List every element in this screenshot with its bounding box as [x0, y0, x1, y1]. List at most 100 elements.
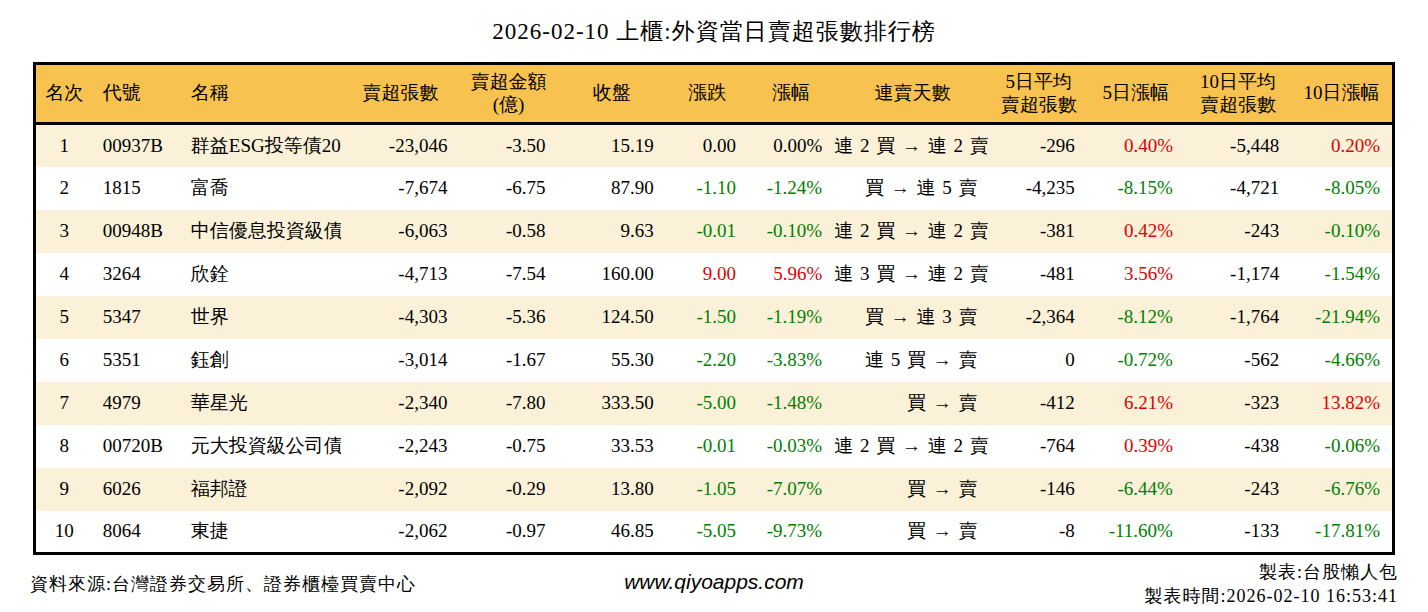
cell-change: 9.00 — [666, 253, 748, 296]
column-header-name: 名稱 — [181, 64, 341, 124]
cell-rank: 4 — [35, 253, 93, 296]
generated-timestamp: 製表時間:2026-02-10 16:53:41 — [1145, 584, 1399, 608]
cell-sell_amount: -0.58 — [459, 210, 557, 253]
cell-pct5: 0.39% — [1087, 425, 1185, 468]
cell-avg5: -412 — [991, 382, 1087, 425]
cell-code: 6026 — [93, 468, 181, 511]
maker-label: 製表:台股懶人包 — [1145, 560, 1399, 584]
cell-avg5: -381 — [991, 210, 1087, 253]
cell-sell_amount: -5.36 — [459, 296, 557, 339]
cell-pct10: 13.82% — [1291, 382, 1393, 425]
cell-sell_amount: -0.97 — [459, 511, 557, 554]
cell-close: 333.50 — [558, 382, 666, 425]
ranking-table: 名次代號名稱賣超張數賣超金額 (億)收盤漲跌漲幅連賣天數5日平均 賣超張數5日漲… — [33, 62, 1395, 555]
cell-sell_amount: -7.80 — [459, 382, 557, 425]
cell-change_pct: -0.10% — [748, 210, 834, 253]
column-header-close: 收盤 — [558, 64, 666, 124]
cell-change: -2.20 — [666, 339, 748, 382]
cell-change_pct: -1.24% — [748, 167, 834, 210]
cell-streak: 買 → 賣 — [834, 382, 990, 425]
cell-streak: 買 → 賣 — [834, 468, 990, 511]
cell-pct5: 3.56% — [1087, 253, 1185, 296]
cell-pct5: 6.21% — [1087, 382, 1185, 425]
cell-streak: 買 → 連 3 賣 — [834, 296, 990, 339]
cell-avg5: 0 — [991, 339, 1087, 382]
cell-avg5: -4,235 — [991, 167, 1087, 210]
table-row: 300948B中信優息投資級債-6,063-0.589.63-0.01-0.10… — [35, 210, 1394, 253]
cell-change: -1.05 — [666, 468, 748, 511]
cell-sell_amount: -0.75 — [459, 425, 557, 468]
cell-close: 87.90 — [558, 167, 666, 210]
cell-close: 15.19 — [558, 124, 666, 167]
cell-change_pct: -9.73% — [748, 511, 834, 554]
cell-pct5: 0.40% — [1087, 124, 1185, 167]
cell-sell_amount: -0.29 — [459, 468, 557, 511]
cell-sell_volume: -3,014 — [341, 339, 459, 382]
cell-code: 1815 — [93, 167, 181, 210]
table-row: 96026福邦證-2,092-0.2913.80-1.05-7.07%買 → 賣… — [35, 468, 1394, 511]
cell-change_pct: -7.07% — [748, 468, 834, 511]
cell-avg10: -562 — [1185, 339, 1291, 382]
cell-avg10: -4,721 — [1185, 167, 1291, 210]
cell-rank: 2 — [35, 167, 93, 210]
cell-rank: 3 — [35, 210, 93, 253]
cell-change: -0.01 — [666, 210, 748, 253]
column-header-pct10: 10日漲幅 — [1291, 64, 1393, 124]
column-header-rank: 名次 — [35, 64, 93, 124]
cell-rank: 8 — [35, 425, 93, 468]
column-header-change_pct: 漲幅 — [748, 64, 834, 124]
table-row: 800720B元大投資級公司債-2,243-0.7533.53-0.01-0.0… — [35, 425, 1394, 468]
table-row: 55347世界-4,303-5.36124.50-1.50-1.19%買 → 連… — [35, 296, 1394, 339]
cell-sell_volume: -2,340 — [341, 382, 459, 425]
cell-avg10: -5,448 — [1185, 124, 1291, 167]
column-header-streak: 連賣天數 — [834, 64, 990, 124]
cell-sell_volume: -6,063 — [341, 210, 459, 253]
cell-name: 元大投資級公司債 — [181, 425, 341, 468]
cell-name: 中信優息投資級債 — [181, 210, 341, 253]
cell-change_pct: -3.83% — [748, 339, 834, 382]
cell-pct5: -6.44% — [1087, 468, 1185, 511]
cell-streak: 連 2 買 → 連 2 賣 — [834, 210, 990, 253]
cell-pct5: -0.72% — [1087, 339, 1185, 382]
cell-change: -0.01 — [666, 425, 748, 468]
table-row: 43264欣銓-4,713-7.54160.009.005.96%連 3 買 →… — [35, 253, 1394, 296]
cell-sell_volume: -2,062 — [341, 511, 459, 554]
column-header-avg10: 10日平均 賣超張數 — [1185, 64, 1291, 124]
cell-change: -1.50 — [666, 296, 748, 339]
cell-pct10: -0.06% — [1291, 425, 1393, 468]
cell-streak: 連 5 買 → 賣 — [834, 339, 990, 382]
cell-pct10: -8.05% — [1291, 167, 1393, 210]
cell-sell_volume: -2,092 — [341, 468, 459, 511]
cell-pct5: -8.12% — [1087, 296, 1185, 339]
cell-sell_volume: -4,303 — [341, 296, 459, 339]
cell-close: 46.85 — [558, 511, 666, 554]
cell-avg10: -243 — [1185, 468, 1291, 511]
cell-name: 群益ESG投等債20 — [181, 124, 341, 167]
table-row: 74979華星光-2,340-7.80333.50-5.00-1.48%買 → … — [35, 382, 1394, 425]
table-header: 名次代號名稱賣超張數賣超金額 (億)收盤漲跌漲幅連賣天數5日平均 賣超張數5日漲… — [35, 64, 1394, 124]
cell-name: 鈺創 — [181, 339, 341, 382]
cell-change: -1.10 — [666, 167, 748, 210]
cell-sell_volume: -2,243 — [341, 425, 459, 468]
cell-code: 5351 — [93, 339, 181, 382]
cell-close: 160.00 — [558, 253, 666, 296]
cell-pct10: 0.20% — [1291, 124, 1393, 167]
cell-code: 00937B — [93, 124, 181, 167]
cell-avg10: -323 — [1185, 382, 1291, 425]
column-header-pct5: 5日漲幅 — [1087, 64, 1185, 124]
cell-avg10: -133 — [1185, 511, 1291, 554]
header-row: 名次代號名稱賣超張數賣超金額 (億)收盤漲跌漲幅連賣天數5日平均 賣超張數5日漲… — [35, 64, 1394, 124]
cell-avg5: -296 — [991, 124, 1087, 167]
cell-rank: 9 — [35, 468, 93, 511]
cell-change: -5.05 — [666, 511, 748, 554]
table-row: 65351鈺創-3,014-1.6755.30-2.20-3.83%連 5 買 … — [35, 339, 1394, 382]
cell-sell_volume: -7,674 — [341, 167, 459, 210]
cell-sell_amount: -6.75 — [459, 167, 557, 210]
cell-close: 33.53 — [558, 425, 666, 468]
cell-avg5: -481 — [991, 253, 1087, 296]
cell-pct5: 0.42% — [1087, 210, 1185, 253]
cell-avg5: -764 — [991, 425, 1087, 468]
cell-name: 世界 — [181, 296, 341, 339]
cell-change: -5.00 — [666, 382, 748, 425]
cell-avg10: -1,764 — [1185, 296, 1291, 339]
